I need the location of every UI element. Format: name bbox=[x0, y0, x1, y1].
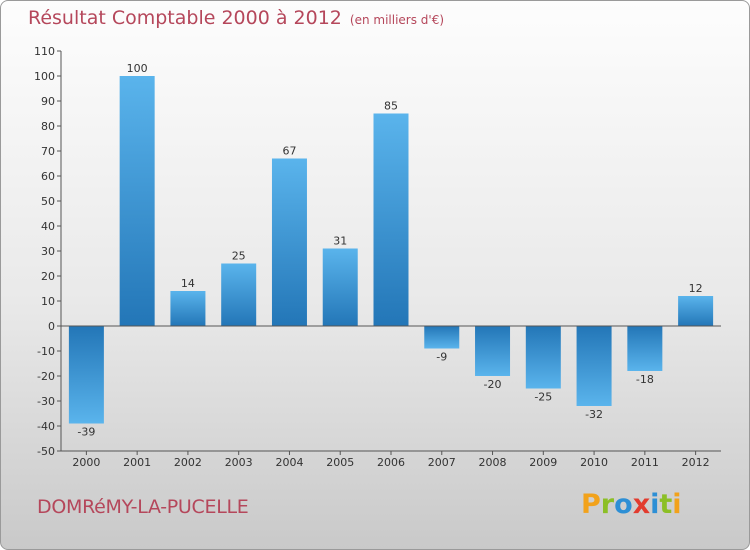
x-tick-label: 2006 bbox=[377, 456, 405, 469]
y-tick-label: -30 bbox=[37, 395, 55, 408]
y-tick-label: 90 bbox=[41, 95, 55, 108]
data-label: 67 bbox=[282, 145, 296, 158]
y-tick-label: 50 bbox=[41, 195, 55, 208]
bar-2009 bbox=[525, 326, 561, 389]
data-label: -18 bbox=[636, 373, 654, 386]
data-label: 14 bbox=[181, 277, 195, 290]
x-tick-label: 2008 bbox=[479, 456, 507, 469]
data-label: -25 bbox=[534, 391, 552, 404]
x-tick-label: 2010 bbox=[580, 456, 608, 469]
y-tick-label: 40 bbox=[41, 220, 55, 233]
x-tick-label: 2009 bbox=[529, 456, 557, 469]
logo-letter: i bbox=[672, 489, 682, 520]
x-tick-label: 2011 bbox=[631, 456, 659, 469]
bar-2002 bbox=[170, 291, 206, 326]
y-tick-label: 100 bbox=[34, 70, 55, 83]
x-tick-label: 2004 bbox=[275, 456, 303, 469]
bar-2008 bbox=[475, 326, 511, 376]
y-tick-label: 80 bbox=[41, 120, 55, 133]
y-tick-label: 60 bbox=[41, 170, 55, 183]
chart-subtitle: (en milliers d'€) bbox=[349, 13, 445, 27]
logo-letter: x bbox=[632, 489, 651, 520]
x-tick-label: 2001 bbox=[123, 456, 151, 469]
bar-2012 bbox=[678, 296, 714, 326]
x-tick-label: 2002 bbox=[174, 456, 202, 469]
y-tick-label: 30 bbox=[41, 245, 55, 258]
x-tick-label: 2005 bbox=[326, 456, 354, 469]
y-tick-label: -20 bbox=[37, 370, 55, 383]
logo-letter: i bbox=[650, 489, 660, 520]
data-label: 85 bbox=[384, 100, 398, 113]
bar-2010 bbox=[576, 326, 612, 406]
chart-title: Résultat Comptable 2000 à 2012 (en millie… bbox=[28, 7, 444, 29]
bar-2001 bbox=[119, 76, 155, 326]
bar-2006 bbox=[373, 113, 409, 326]
bar-2000 bbox=[68, 326, 104, 424]
y-tick-label: 70 bbox=[41, 145, 55, 158]
bar-2003 bbox=[221, 263, 257, 326]
y-tick-label: 10 bbox=[41, 295, 55, 308]
logo-letter: P bbox=[581, 489, 601, 520]
x-tick-label: 2003 bbox=[225, 456, 253, 469]
y-tick-label: -10 bbox=[37, 345, 55, 358]
proxiti-logo: Proxiti bbox=[581, 489, 682, 520]
data-label: -39 bbox=[77, 426, 95, 439]
bar-2011 bbox=[627, 326, 663, 371]
y-tick-label: 110 bbox=[34, 45, 55, 58]
bar-2007 bbox=[424, 326, 460, 349]
logo-letter: o bbox=[614, 489, 633, 520]
commune-name: DOMRéMY-LA-PUCELLE bbox=[37, 496, 249, 518]
bar-2004 bbox=[271, 158, 307, 326]
logo-letter: t bbox=[659, 489, 673, 520]
data-label: -32 bbox=[585, 408, 603, 421]
data-label: -20 bbox=[484, 378, 502, 391]
x-tick-label: 2012 bbox=[682, 456, 710, 469]
y-tick-label: 20 bbox=[41, 270, 55, 283]
data-label: 25 bbox=[232, 250, 246, 263]
bar-2005 bbox=[322, 248, 358, 326]
y-tick-label: -40 bbox=[37, 420, 55, 433]
chart-title-text: Résultat Comptable 2000 à 2012 bbox=[28, 7, 342, 29]
data-label: -9 bbox=[436, 351, 447, 364]
data-label: 100 bbox=[127, 62, 148, 75]
x-tick-label: 2007 bbox=[428, 456, 456, 469]
y-tick-label: -50 bbox=[37, 445, 55, 458]
data-label: 12 bbox=[689, 282, 703, 295]
x-tick-label: 2000 bbox=[72, 456, 100, 469]
data-label: 31 bbox=[333, 235, 347, 248]
logo-letter: r bbox=[600, 489, 615, 520]
y-tick-label: 0 bbox=[48, 320, 55, 333]
